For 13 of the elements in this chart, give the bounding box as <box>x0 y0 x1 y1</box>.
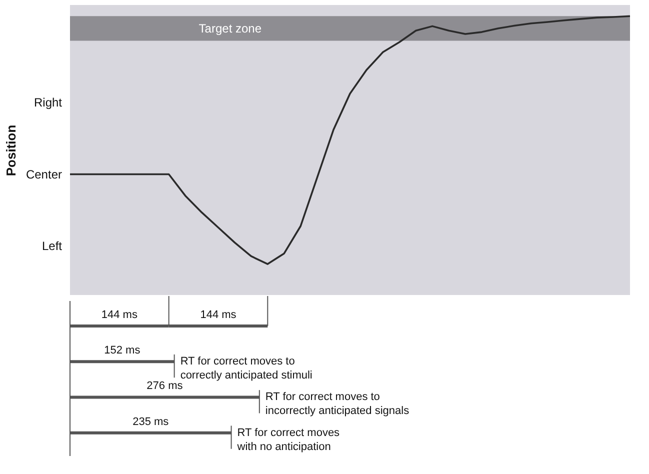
data-label: 276 ms <box>146 380 184 392</box>
annotation: RT for correct moves with no anticipation <box>236 426 340 453</box>
data-label: 152 ms <box>104 344 141 357</box>
data-label: 144 ms <box>200 308 237 321</box>
text: Center <box>26 167 62 182</box>
band-label: Target zone <box>198 21 262 36</box>
data-label: 235 ms <box>132 416 170 428</box>
annotation: RT for correct moves to correctly anticipated stimuli <box>180 356 312 382</box>
text: Left <box>42 239 63 254</box>
y-axis-title: Position <box>4 124 18 176</box>
data-label: 144 ms <box>101 308 138 321</box>
annotation: RT for correct moves to incorrectly anticipated signals <box>265 391 410 418</box>
text: Right <box>34 95 63 110</box>
